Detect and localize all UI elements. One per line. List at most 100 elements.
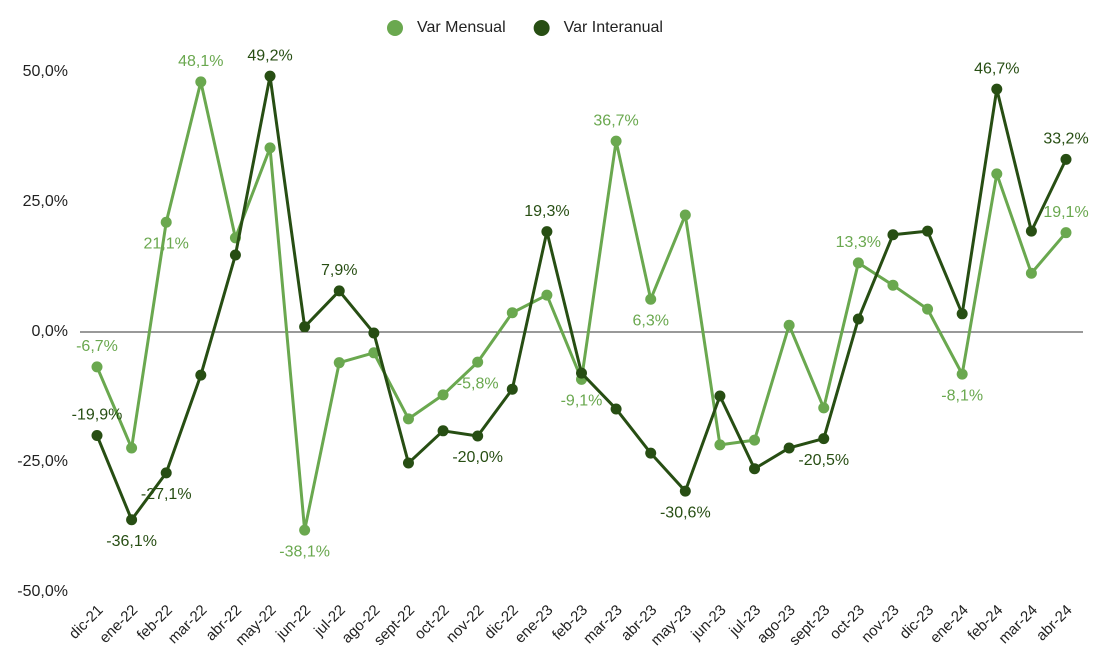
data-point [91, 361, 103, 373]
data-point [610, 403, 622, 415]
data-label: -8,1% [941, 387, 983, 404]
data-point [126, 442, 138, 454]
data-label: -30,6% [660, 504, 711, 521]
data-label: -6,7% [76, 338, 118, 355]
legend-label: Var Mensual [417, 19, 506, 36]
data-point [472, 430, 484, 442]
data-point [679, 485, 691, 497]
data-label: -27,1% [141, 486, 192, 503]
legend-marker [387, 20, 403, 36]
data-point [541, 289, 553, 301]
data-label: -9,1% [561, 393, 603, 410]
data-point [645, 447, 657, 459]
data-point [887, 229, 899, 241]
data-point [749, 463, 761, 475]
data-point [91, 429, 103, 441]
data-label: 48,1% [178, 53, 223, 70]
data-label: 7,9% [321, 262, 357, 279]
data-label: 49,2% [247, 47, 292, 64]
data-point [1060, 227, 1072, 239]
x-tick-label: ene-24 [927, 602, 972, 647]
data-label: 33,2% [1043, 131, 1088, 148]
x-tick-label: mar-24 [995, 602, 1041, 648]
data-point [368, 327, 380, 339]
data-point [126, 514, 138, 526]
data-point [402, 413, 414, 425]
data-label: 19,1% [1043, 204, 1088, 221]
data-label: 36,7% [593, 112, 638, 129]
data-point [714, 390, 726, 402]
data-point [887, 279, 899, 291]
data-point [818, 402, 830, 414]
data-point [922, 225, 934, 237]
series-line [95, 74, 1068, 522]
data-label: 19,3% [524, 203, 569, 220]
data-point [714, 439, 726, 451]
data-point [472, 356, 484, 368]
data-point [368, 347, 380, 359]
y-tick-label: -25,0% [17, 453, 68, 470]
data-point [956, 308, 968, 320]
data-label: -19,9% [72, 407, 123, 424]
data-point [402, 457, 414, 469]
data-point [749, 434, 761, 446]
y-tick-label: 0,0% [32, 323, 68, 340]
data-point [922, 303, 934, 315]
data-point [645, 293, 657, 305]
x-tick-label: abr-24 [1033, 602, 1076, 645]
data-point [783, 319, 795, 331]
data-label: -20,5% [798, 452, 849, 469]
x-tick-label: nov-23 [858, 602, 902, 646]
data-point [264, 70, 276, 82]
data-point [299, 321, 311, 333]
data-label: 6,3% [632, 312, 668, 329]
data-point [333, 357, 345, 369]
y-tick-label: -50,0% [17, 583, 68, 600]
data-label: -5,8% [457, 375, 499, 392]
data-point [852, 313, 864, 325]
data-point [610, 135, 622, 147]
data-point [1025, 225, 1037, 237]
x-tick-label: jun-23 [687, 602, 729, 644]
data-point [818, 433, 830, 445]
data-point [160, 467, 172, 479]
data-point [1025, 267, 1037, 279]
data-point [195, 369, 207, 381]
data-point [956, 368, 968, 380]
x-tick-label: ene-22 [96, 602, 141, 647]
legend-label: Var Interanual [564, 19, 663, 36]
data-point [437, 425, 449, 437]
x-tick-label: mar-22 [165, 602, 211, 648]
data-point [195, 76, 207, 88]
x-tick-label: mar-23 [580, 602, 626, 648]
data-point [506, 383, 518, 395]
series-line [95, 80, 1068, 532]
data-label: -20,0% [452, 449, 503, 466]
data-point [506, 307, 518, 319]
data-point [541, 226, 553, 238]
x-tick-label: ene-23 [511, 602, 556, 647]
data-label: 46,7% [974, 60, 1019, 77]
data-point [576, 367, 587, 379]
data-point [679, 209, 691, 221]
data-point [160, 216, 172, 228]
data-label: -36,1% [106, 533, 157, 550]
data-point [229, 249, 241, 261]
data-point [852, 257, 864, 269]
x-tick-label: nov-22 [443, 602, 487, 646]
data-point [991, 168, 1003, 180]
data-label: 13,3% [836, 234, 881, 251]
data-point [1060, 153, 1072, 165]
x-tick-label: jun-22 [272, 602, 314, 644]
y-tick-label: 50,0% [23, 63, 68, 80]
legend-marker [533, 20, 550, 36]
y-tick-label: 25,0% [23, 193, 68, 210]
data-point [783, 442, 795, 454]
data-label: -38,1% [279, 543, 330, 560]
data-point [264, 142, 276, 154]
data-point [299, 524, 311, 536]
data-point [991, 83, 1003, 95]
data-point [437, 389, 449, 401]
data-point [333, 285, 345, 297]
